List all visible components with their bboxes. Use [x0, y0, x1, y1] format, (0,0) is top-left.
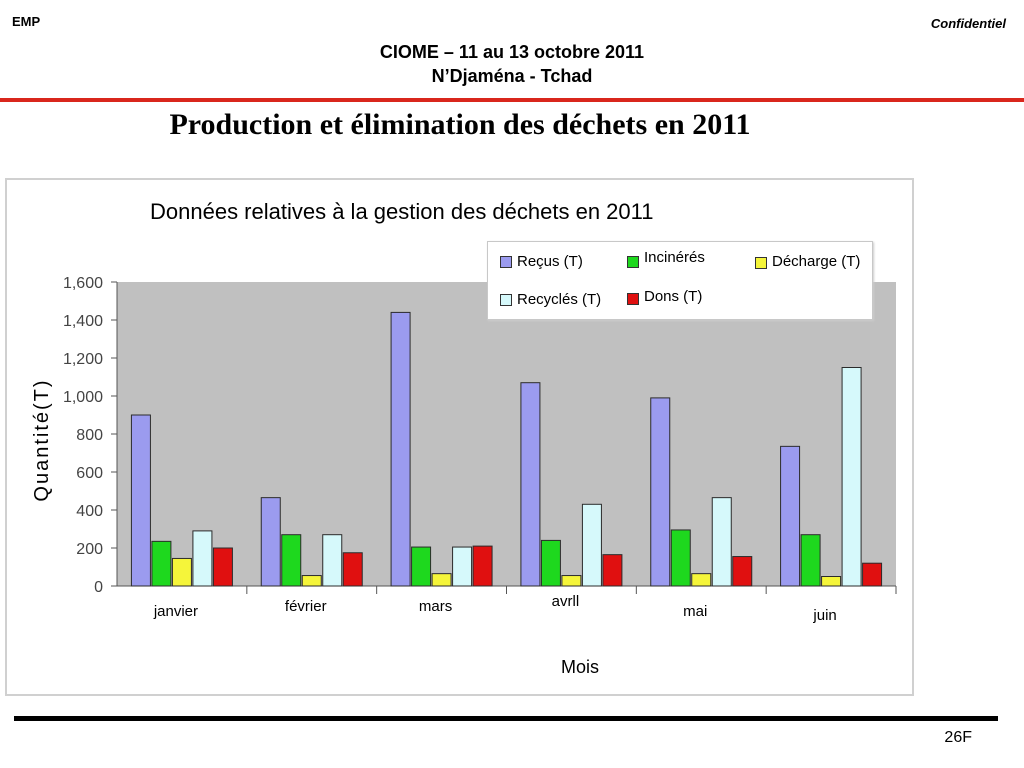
y-tick-label: 1,600 — [63, 275, 103, 292]
bar-recus — [130, 414, 151, 587]
x-tick-label: février — [285, 598, 327, 615]
chart-legend: Reçus (T) Incinérés Décharge (T) Recyclé… — [487, 241, 873, 320]
bar-recycles — [841, 367, 862, 587]
bar-incineres — [151, 540, 172, 587]
legend-label-dons: Dons (T) — [644, 288, 703, 305]
legend-swatch-recycles — [500, 294, 512, 306]
bar-incineres — [540, 539, 561, 587]
bar-recus — [520, 382, 541, 587]
legend-swatch-dons — [627, 293, 639, 305]
header-org: EMP — [12, 14, 41, 29]
bar-incineres — [670, 529, 691, 587]
chart-title: Données relatives à la gestion des déche… — [150, 199, 654, 224]
y-tick-label: 200 — [76, 541, 103, 558]
event-title-line1: CIOME – 11 au 13 octobre 2011 — [379, 42, 645, 62]
bar-dons — [212, 547, 233, 587]
legend-swatch-decharge — [755, 257, 767, 269]
bar-decharge — [561, 575, 582, 587]
x-tick-label: mai — [683, 603, 707, 620]
legend-label-incineres: Incinérés — [644, 249, 705, 266]
bar-incineres — [281, 534, 302, 587]
legend-label-recus: Reçus (T) — [517, 253, 583, 270]
event-title: CIOME – 11 au 13 octobre 2011 N’Djaména … — [0, 40, 1024, 88]
bar-recus — [390, 311, 411, 587]
page-number: 26F — [944, 729, 972, 746]
event-title-line2: N’Djaména - Tchad — [431, 66, 593, 86]
legend-swatch-recus — [500, 256, 512, 268]
bar-dons — [602, 554, 623, 587]
y-tick-label: 0 — [94, 579, 103, 596]
legend-swatch-incineres — [627, 256, 639, 268]
x-tick-label: avrll — [552, 593, 580, 610]
bar-recus — [780, 445, 801, 587]
bar-decharge — [431, 573, 452, 587]
x-tick-label: mars — [419, 598, 452, 615]
x-tick-label: janvier — [153, 603, 198, 620]
y-tick-label: 1,000 — [63, 389, 103, 406]
bar-recycles — [711, 497, 732, 587]
bar-decharge — [691, 573, 712, 587]
bar-dons — [472, 545, 493, 587]
y-tick-label: 800 — [76, 427, 103, 444]
plot-area — [117, 282, 896, 586]
bar-decharge — [821, 576, 842, 587]
legend-label-decharge: Décharge (T) — [772, 253, 861, 270]
bar-recycles — [452, 546, 473, 587]
y-tick-label: 1,200 — [63, 351, 103, 368]
bar-incineres — [411, 546, 432, 587]
bar-dons — [862, 562, 883, 587]
y-tick-label: 400 — [76, 503, 103, 520]
bar-dons — [342, 552, 363, 587]
footer-rule — [14, 716, 998, 721]
bar-incineres — [800, 534, 821, 587]
x-axis-title: Mois — [561, 657, 599, 677]
bar-recus — [260, 497, 281, 587]
bar-recycles — [322, 534, 343, 587]
y-tick-label: 1,400 — [63, 313, 103, 330]
y-axis-title: Quantité(T) — [31, 378, 53, 501]
slide-title: Production et élimination des déchets en… — [169, 108, 751, 141]
bar-recycles — [581, 503, 602, 587]
y-tick-label: 600 — [76, 465, 103, 482]
bar-recus — [650, 397, 671, 587]
confidential-label: Confidentiel — [930, 16, 1006, 31]
x-tick-label: juin — [812, 607, 836, 624]
bar-dons — [732, 556, 753, 587]
header-rule — [0, 98, 1024, 102]
bar-recycles — [192, 530, 213, 587]
legend-label-recycles: Recyclés (T) — [517, 291, 602, 308]
bar-decharge — [301, 575, 322, 587]
bar-decharge — [171, 557, 192, 587]
